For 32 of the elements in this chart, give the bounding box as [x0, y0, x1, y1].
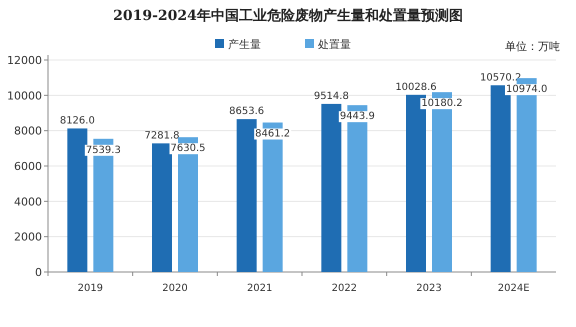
data-label: 10974.0 [506, 84, 548, 96]
x-tick-label: 2019 [78, 283, 104, 294]
data-label: 10028.6 [395, 82, 437, 93]
data-label: 7281.8 [144, 130, 180, 142]
y-tick-label: 6000 [14, 160, 42, 173]
x-tick-label: 2023 [416, 283, 442, 294]
data-label: 10180.2 [421, 98, 463, 110]
y-tick-label: 0 [35, 266, 42, 279]
data-label: 9514.8 [314, 90, 349, 102]
y-tick-label: 2000 [14, 230, 42, 244]
data-label: 9443.9 [340, 111, 375, 122]
y-tick-label: 8000 [14, 124, 42, 138]
legend-label: 产生量 [228, 38, 261, 51]
data-label: 8461.2 [255, 128, 290, 140]
bar [321, 104, 342, 272]
chart-title: 2019-2024年中国工业危险废物产生量和处置量预测图 [113, 7, 463, 24]
data-label: 8653.6 [229, 106, 264, 118]
data-label: 7539.3 [86, 144, 121, 156]
bar [152, 143, 172, 272]
text: 单位：万吨 [505, 40, 560, 53]
y-tick-label: 12000 [7, 54, 42, 67]
y-tick-label: 10000 [7, 89, 42, 102]
x-tick-label: 2022 [332, 283, 358, 294]
x-tick-label: 2024E [498, 283, 530, 294]
bar [236, 119, 257, 272]
legend-label: 处置量 [318, 38, 351, 51]
data-label: 8126.0 [60, 115, 95, 126]
data-label: 7630.5 [170, 143, 206, 154]
x-tick-label: 2021 [246, 283, 272, 294]
x-tick-label: 2020 [162, 283, 188, 294]
bar [67, 128, 88, 272]
y-tick-label: 4000 [14, 195, 42, 208]
